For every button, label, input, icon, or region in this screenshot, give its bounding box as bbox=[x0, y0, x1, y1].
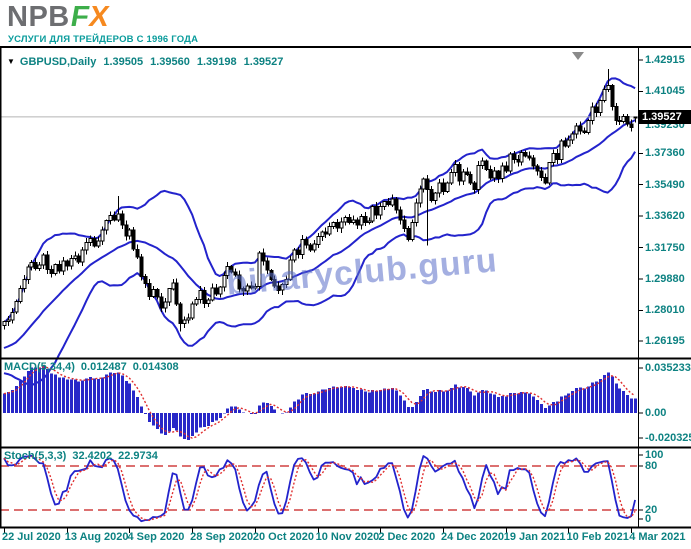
npbfx-logo: NPBFX bbox=[7, 1, 112, 34]
price-axis-label: 1.26195 bbox=[645, 334, 685, 347]
quote-low: 1.39198 bbox=[196, 56, 237, 68]
broker-header: NPBFX УСЛУГИ ДЛЯ ТРЕЙДЕРОВ С 1996 ГОДА bbox=[0, 0, 691, 48]
price-axis-label: 1.41045 bbox=[645, 85, 685, 98]
date-label: 13 Aug 2020 bbox=[64, 531, 129, 543]
quote-close: 1.39527 bbox=[243, 56, 284, 68]
price-axis-label: 1.28010 bbox=[645, 304, 685, 317]
date-label: 10 Nov 2020 bbox=[315, 531, 380, 543]
date-label: 4 Mar 2021 bbox=[629, 531, 686, 543]
date-label: 20 Oct 2020 bbox=[252, 531, 315, 543]
symbol-timeframe: GBPUSD,Daily bbox=[19, 56, 97, 68]
stoch-axis-label: 20 bbox=[645, 504, 658, 516]
stoch-axis-label: 0 bbox=[645, 513, 652, 525]
chart-shift-marker[interactable] bbox=[572, 52, 584, 60]
chart-window[interactable]: ▼ GBPUSD,Daily 1.39505 1.39560 1.39198 1.3952… bbox=[0, 48, 691, 549]
date-label: 28 Sep 2020 bbox=[190, 531, 254, 543]
date-label: 22 Jul 2020 bbox=[2, 531, 61, 543]
price-axis-label: 1.35490 bbox=[645, 178, 685, 191]
date-label: 2 Dec 2020 bbox=[378, 531, 436, 543]
macd-axis-label: 0.00 bbox=[645, 407, 667, 419]
date-label: 24 Dec 2020 bbox=[441, 531, 505, 543]
stochastic-lines bbox=[3, 454, 636, 523]
bullish-candles bbox=[2, 85, 638, 327]
quote-line: ▼ GBPUSD,Daily 1.39505 1.39560 1.39198 1.3952… bbox=[7, 56, 283, 68]
price-axis-label: 1.42915 bbox=[645, 54, 685, 66]
macd-value-main: 0.012487 bbox=[80, 361, 127, 373]
current-price-tag: 1.39527 bbox=[639, 109, 691, 124]
macd-indicator-label: MACD(5,34,4) 0.012487 0.014308 bbox=[4, 361, 179, 373]
price-chart-canvas[interactable] bbox=[0, 48, 691, 549]
stoch-name: Stoch(5,3,3) bbox=[4, 450, 67, 462]
stoch-axis-label: 80 bbox=[645, 460, 658, 472]
panel-borders bbox=[0, 48, 691, 529]
date-label: 10 Feb 2021 bbox=[566, 531, 629, 543]
price-axis-label: 1.31750 bbox=[645, 241, 685, 254]
logo-tagline: УСЛУГИ ДЛЯ ТРЕЙДЕРОВ С 1996 ГОДА bbox=[8, 34, 199, 45]
macd-axis-label: -0.020325 bbox=[645, 432, 691, 444]
symbol-collapse-icon[interactable]: ▼ bbox=[7, 57, 15, 66]
macd-axis-label: 0.035233 bbox=[645, 362, 691, 374]
quote-high: 1.39560 bbox=[150, 56, 190, 68]
logo-x: X bbox=[86, 1, 112, 33]
bollinger-bands bbox=[3, 77, 636, 387]
macd-name: MACD(5,34,4) bbox=[4, 361, 75, 373]
bearish-candles bbox=[33, 85, 634, 325]
logo-npb: NPB bbox=[7, 1, 70, 33]
macd-value-signal: 0.014308 bbox=[132, 361, 179, 373]
price-axis-label: 1.37360 bbox=[645, 147, 685, 160]
date-label: 19 Jan 2021 bbox=[503, 531, 566, 543]
stochastic-level-lines bbox=[0, 465, 637, 511]
stoch-axis-label: 100 bbox=[645, 449, 664, 461]
quote-open: 1.39505 bbox=[103, 56, 144, 68]
stoch-value-main: 32.4202 bbox=[72, 450, 113, 462]
date-label: 4 Sep 2020 bbox=[127, 531, 185, 543]
axis-tick-marks bbox=[4, 59, 643, 533]
price-axis-label: 1.29880 bbox=[645, 272, 685, 285]
stochastic-indicator-label: Stoch(5,3,3) 32.4202 22.9734 bbox=[4, 450, 158, 462]
stoch-value-signal: 22.9734 bbox=[118, 450, 158, 462]
macd-histogram bbox=[3, 365, 637, 440]
price-axis-label: 1.33620 bbox=[645, 210, 685, 223]
